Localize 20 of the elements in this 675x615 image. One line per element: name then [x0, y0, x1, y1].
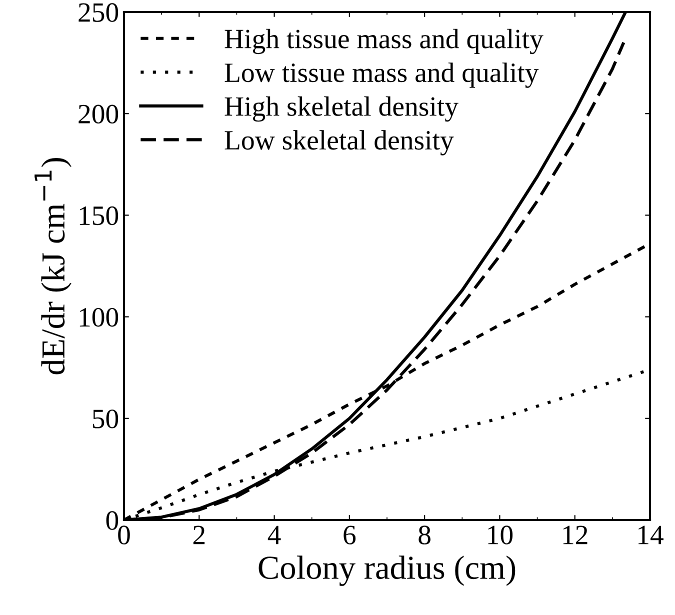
x-tick-label: 4: [268, 526, 281, 544]
x-tick-label: 6: [344, 526, 356, 544]
legend-label: High tissue mass and quality: [224, 28, 544, 54]
y-tick-label: 200: [78, 104, 118, 124]
x-tick-label: 8: [418, 526, 430, 544]
y-tick-label: 100: [80, 308, 118, 327]
x-tick-label: 12: [563, 526, 588, 544]
legend-label: Low skeletal density: [224, 130, 454, 156]
legend-label: High skeletal density: [224, 96, 458, 122]
x-tick-label: 2: [193, 526, 205, 544]
y-tick-label: 0: [106, 511, 118, 530]
y-axis-title: dE/dr (kJ cm$^{−1}$): [34, 158, 72, 374]
x-axis-title: Colony radius (cm): [258, 556, 516, 586]
y-tick-label: 150: [80, 206, 118, 226]
y-tick-label: 250: [78, 3, 118, 22]
x-tick-label: 0: [118, 526, 130, 544]
legend-label: Low tissue mass and quality: [224, 62, 539, 88]
x-tick-label: 10: [488, 526, 513, 544]
y-tick-label: 50: [92, 410, 118, 428]
x-tick-label: 14: [638, 526, 664, 544]
